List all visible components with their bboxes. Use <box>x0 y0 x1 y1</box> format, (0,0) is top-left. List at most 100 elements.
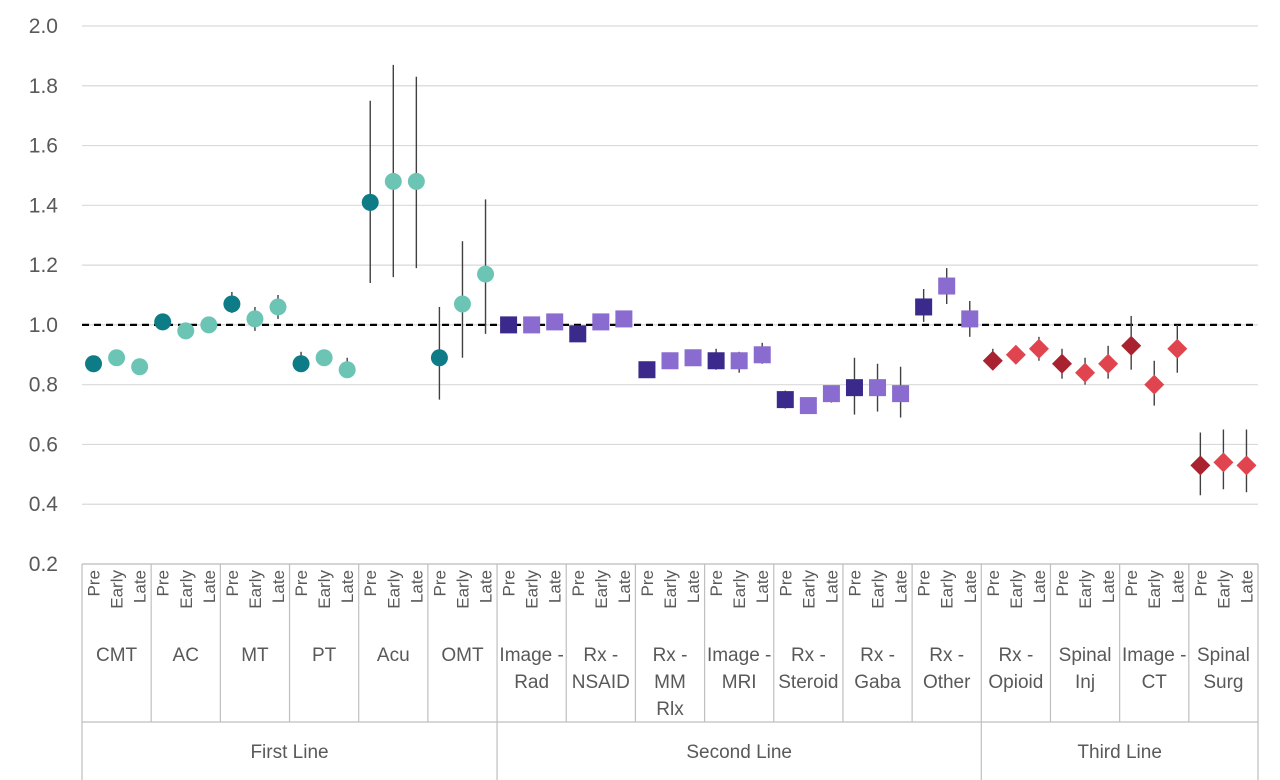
timepoint-label: Early <box>523 570 542 609</box>
timepoint-label: Pre <box>845 570 864 596</box>
treatment-label: PT <box>312 645 337 666</box>
timepoint-label: Early <box>246 570 265 609</box>
treatment-label: Rx -NSAID <box>572 645 630 693</box>
marker-spinalinj-early <box>1075 362 1096 383</box>
timepoint-label: Late <box>338 570 357 603</box>
timepoint-label: Pre <box>430 570 449 596</box>
timepoint-label: Pre <box>1122 570 1141 596</box>
marker-imagerad-late <box>546 313 564 331</box>
marker-imagerad-early <box>523 316 541 334</box>
marker-rxnsaid-early <box>592 313 610 331</box>
marker-cmt-early <box>108 349 126 367</box>
timepoint-label: Pre <box>223 570 242 596</box>
y-tick-label: 0.2 <box>29 553 58 576</box>
treatment-label: Acu <box>377 645 410 666</box>
treatment-label: Rx -Gaba <box>854 645 901 693</box>
timepoint-label: Early <box>730 570 749 609</box>
marker-imagerad-pre <box>500 316 518 334</box>
marker-acu-early <box>384 172 402 190</box>
treatment-label: OMT <box>441 645 484 666</box>
timepoint-label: Late <box>200 570 219 603</box>
marker-rxmmrlx-early <box>661 352 679 370</box>
timepoint-label: Late <box>1030 570 1049 603</box>
marker-rxother-late <box>961 310 979 328</box>
marker-imagect-late <box>1167 338 1188 359</box>
marker-rxother-early <box>938 277 956 295</box>
marker-omt-pre <box>430 349 448 367</box>
timepoint-label: Early <box>592 570 611 609</box>
timepoint-label: Pre <box>915 570 934 596</box>
timepoint-label: Late <box>822 570 841 603</box>
timepoint-label: Late <box>1168 570 1187 603</box>
data-points <box>85 172 1257 476</box>
timepoint-label: Pre <box>500 570 519 596</box>
marker-imagect-early <box>1144 374 1165 395</box>
treatment-label: Rx -Other <box>923 645 971 693</box>
timepoint-label: Late <box>684 570 703 603</box>
timepoint-label: Early <box>315 570 334 609</box>
marker-spinalsurg-pre <box>1190 455 1211 476</box>
marker-spinalinj-late <box>1098 353 1119 374</box>
treatment-label: Image -CT <box>1122 645 1186 693</box>
marker-mt-late <box>269 298 287 316</box>
marker-rxother-pre <box>915 298 933 316</box>
timepoint-label: Early <box>938 570 957 609</box>
marker-cmt-pre <box>85 355 103 373</box>
timepoint-label: Early <box>384 570 403 609</box>
timepoint-label: Late <box>269 570 288 603</box>
marker-rxgaba-pre <box>845 379 863 397</box>
marker-rxnsaid-late <box>615 310 633 328</box>
timepoint-label: Early <box>1145 570 1164 609</box>
timepoint-label: Early <box>1076 570 1095 609</box>
timepoint-label: Pre <box>1053 570 1072 596</box>
timepoint-label: Late <box>615 570 634 603</box>
treatment-label: CMT <box>96 645 138 666</box>
y-axis: 0.2 0.4 0.6 0.8 1.0 1.2 1.4 1.6 1.8 2.0 <box>29 15 59 576</box>
marker-rxsteroid-pre <box>776 391 794 409</box>
marker-rxgaba-early <box>869 379 887 397</box>
marker-mt-pre <box>223 295 241 313</box>
marker-omt-late <box>477 265 495 283</box>
y-tick-label: 0.8 <box>29 374 58 397</box>
marker-cmt-late <box>131 358 149 376</box>
timepoint-label: Late <box>1237 570 1256 603</box>
timepoint-label: Early <box>1007 570 1026 609</box>
marker-rxgaba-late <box>892 385 910 403</box>
timepoint-label: Pre <box>984 570 1003 596</box>
marker-spinalsurg-early <box>1213 452 1234 473</box>
marker-omt-early <box>453 295 471 313</box>
timepoint-label: Late <box>131 570 150 603</box>
treatment-label: AC <box>173 645 199 666</box>
timepoint-label: Pre <box>569 570 588 596</box>
marker-mt-early <box>246 310 264 328</box>
y-tick-label: 1.4 <box>29 194 59 217</box>
timepoint-label: Early <box>869 570 888 609</box>
marker-imagemri-pre <box>707 352 725 370</box>
timepoint-label: Early <box>799 570 818 609</box>
treatment-label: Image -Rad <box>499 645 563 693</box>
timepoint-label: Pre <box>361 570 380 596</box>
marker-pt-early <box>315 349 333 367</box>
y-tick-label: 1.8 <box>29 75 58 98</box>
treatment-label: Rx -Steroid <box>778 645 838 693</box>
y-tick-label: 2.0 <box>29 15 58 38</box>
treatment-label: Rx -Opioid <box>988 645 1043 693</box>
marker-imagemri-late <box>753 346 771 364</box>
marker-pt-pre <box>292 355 310 373</box>
treatment-label: MT <box>241 645 269 666</box>
timepoint-label: Pre <box>154 570 173 596</box>
y-tick-label: 1.6 <box>29 135 58 158</box>
timepoint-label: Pre <box>638 570 657 596</box>
timepoint-label: Early <box>453 570 472 609</box>
y-tick-label: 0.4 <box>29 493 59 516</box>
error-bars <box>185 64 1248 496</box>
timepoint-label: Pre <box>292 570 311 596</box>
timepoint-label: Late <box>961 570 980 603</box>
timepoint-label: Pre <box>85 570 104 596</box>
marker-rxopioid-pre <box>982 350 1003 371</box>
timepoint-label: Early <box>661 570 680 609</box>
treatment-label: Spinal Surg <box>1197 645 1250 693</box>
group-label: Third Line <box>1077 742 1162 763</box>
marker-rxnsaid-pre <box>569 325 587 343</box>
